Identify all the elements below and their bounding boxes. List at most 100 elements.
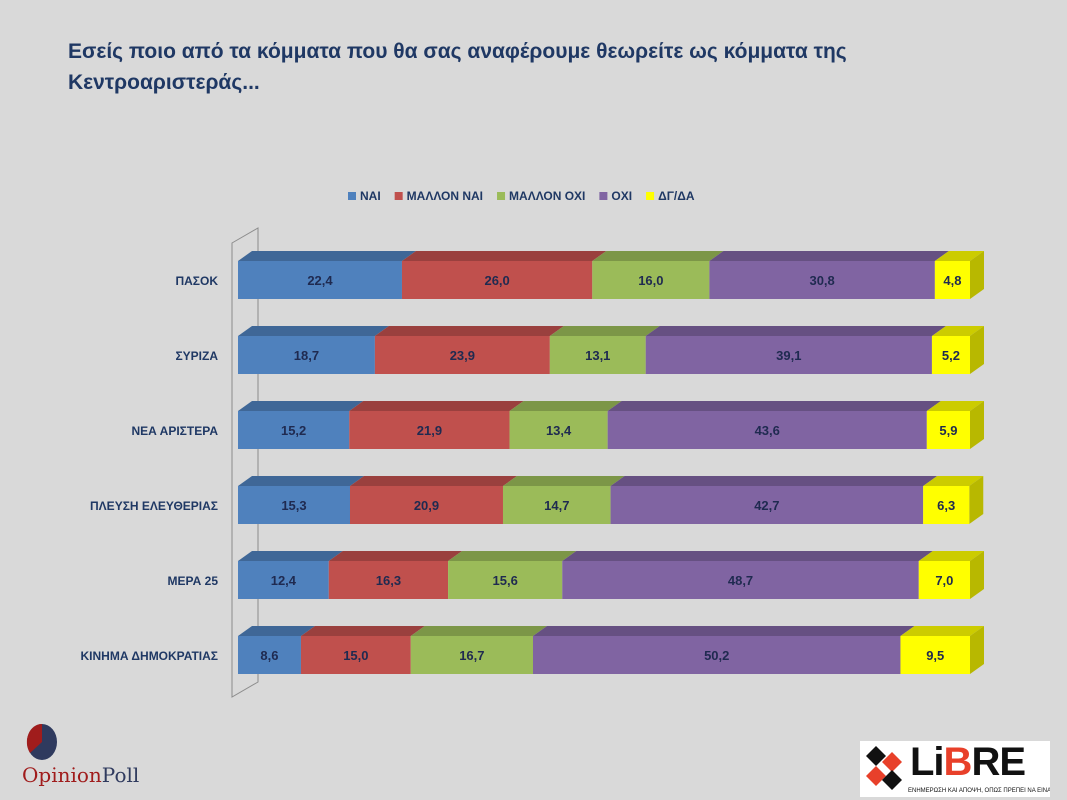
bar-segment: 50,2 xyxy=(532,626,915,674)
bar-front xyxy=(918,561,970,599)
bar-side xyxy=(970,551,984,599)
logo-text-opinion: Opinion xyxy=(22,763,102,787)
bar-top xyxy=(931,326,984,336)
bar-top xyxy=(900,626,984,636)
data-label: 4,8 xyxy=(943,273,961,288)
bar-segment: 15,3 xyxy=(238,476,364,524)
bar-front xyxy=(238,486,350,524)
bar-front xyxy=(410,636,533,674)
bar-top xyxy=(934,251,984,261)
data-label: 14,7 xyxy=(544,498,569,513)
bar-side xyxy=(970,251,984,299)
bar-segment: 4,8 xyxy=(934,251,984,299)
bar-segment: 30,8 xyxy=(709,251,949,299)
bar-front xyxy=(300,636,411,674)
bar-top xyxy=(607,401,941,411)
data-label: 13,4 xyxy=(546,423,572,438)
legend-label: ΝΑΙ xyxy=(360,189,381,203)
data-label: 42,7 xyxy=(754,498,779,513)
bar-top xyxy=(549,326,660,336)
bar-top xyxy=(328,551,463,561)
libre-tagline: ΕΝΗΜΕΡΩΣΗ ΚΑΙ ΑΠΟΨΗ, ΟΠΩΣ ΠΡΕΠΕΙ ΝΑ ΕΙΝΑ… xyxy=(908,788,1050,794)
bar-front xyxy=(532,636,901,674)
bar-segment: 43,6 xyxy=(607,401,941,449)
bar-top xyxy=(238,401,364,411)
legend-label: ΜΑΛΛΟΝ ΟΧΙ xyxy=(509,189,585,203)
data-label: 5,9 xyxy=(939,423,957,438)
bar-segment: 23,9 xyxy=(374,326,564,374)
bar-segment: 22,4 xyxy=(238,251,416,299)
bar-segment: 15,2 xyxy=(238,401,364,449)
bar-top xyxy=(349,476,517,486)
legend-swatch xyxy=(599,192,608,200)
bar-top xyxy=(502,476,625,486)
bar-front xyxy=(238,336,375,374)
bar-top xyxy=(374,326,564,336)
data-label: 21,9 xyxy=(417,423,442,438)
bar-top xyxy=(592,251,724,261)
legend-label: ΜΑΛΛΟΝ ΝΑΙ xyxy=(407,189,483,203)
data-label: 30,8 xyxy=(809,273,834,288)
data-label: 8,6 xyxy=(260,648,278,663)
bar-top xyxy=(238,551,343,561)
bar-front xyxy=(349,486,503,524)
bar-front xyxy=(934,261,970,299)
legend-swatch xyxy=(394,192,403,200)
bar-segment: 9,5 xyxy=(900,626,984,674)
bar-segment: 39,1 xyxy=(645,326,946,374)
bar-side xyxy=(970,401,984,449)
bar-front xyxy=(645,336,932,374)
legend-swatch xyxy=(646,192,655,200)
chart-title: Εσείς ποιο από τα κόμματα που θα σας ανα… xyxy=(68,40,847,94)
category-label: ΣΥΡΙΖΑ xyxy=(175,349,218,363)
bar-top xyxy=(410,626,547,636)
bar-top xyxy=(448,551,577,561)
data-label: 9,5 xyxy=(926,648,944,663)
axis-wall xyxy=(231,227,259,698)
bar-front xyxy=(509,411,608,449)
bar-segment: 13,4 xyxy=(509,401,622,449)
data-label: 12,4 xyxy=(271,573,297,588)
category-label: ΝΕΑ ΑΡΙΣΤΕΡΑ xyxy=(131,424,218,438)
bar-front xyxy=(238,561,329,599)
data-label: 16,7 xyxy=(459,648,484,663)
bar-segment: 8,6 xyxy=(238,626,315,674)
bar-segment: 13,1 xyxy=(549,326,660,374)
legend-swatch xyxy=(348,192,356,200)
bar-top xyxy=(300,626,425,636)
data-label: 26,0 xyxy=(484,273,509,288)
bar-top xyxy=(238,626,315,636)
data-label: 15,6 xyxy=(493,573,518,588)
category-label: ΠΑΣΟΚ xyxy=(175,274,218,288)
legend-swatch xyxy=(497,192,506,200)
bar-front xyxy=(923,486,970,524)
bar-segment: 20,9 xyxy=(349,476,517,524)
bar-front xyxy=(562,561,919,599)
bar-segment: 7,0 xyxy=(918,551,984,599)
bar-segment: 16,7 xyxy=(410,626,547,674)
bar-top xyxy=(532,626,915,636)
libre-mark-icon xyxy=(866,746,902,790)
data-label: 23,9 xyxy=(450,348,475,363)
bar-top xyxy=(918,551,984,561)
opinionpoll-logo: OpinionPoll xyxy=(22,763,139,787)
bar-front xyxy=(607,411,927,449)
bar-side xyxy=(970,626,984,674)
category-label: ΚΙΝΗΜΑ ΔΗΜΟΚΡΑΤΙΑΣ xyxy=(81,649,218,663)
bar-top xyxy=(238,326,389,336)
bar-front xyxy=(401,261,593,299)
bar-top xyxy=(645,326,946,336)
bar-front xyxy=(502,486,611,524)
libre-logo: LiBRE ΕΝΗΜΕΡΩΣΗ ΚΑΙ ΑΠΟΨΗ, ΟΠΩΣ ΠΡΕΠΕΙ Ν… xyxy=(860,741,1050,797)
bar-front xyxy=(709,261,935,299)
data-label: 15,3 xyxy=(281,498,306,513)
bar-segment: 16,3 xyxy=(328,551,463,599)
bar-segment: 14,7 xyxy=(502,476,625,524)
data-label: 13,1 xyxy=(585,348,610,363)
bar-top xyxy=(509,401,622,411)
bar-front xyxy=(349,411,510,449)
data-label: 50,2 xyxy=(704,648,729,663)
data-label: 6,3 xyxy=(937,498,955,513)
bar-front xyxy=(238,636,301,674)
